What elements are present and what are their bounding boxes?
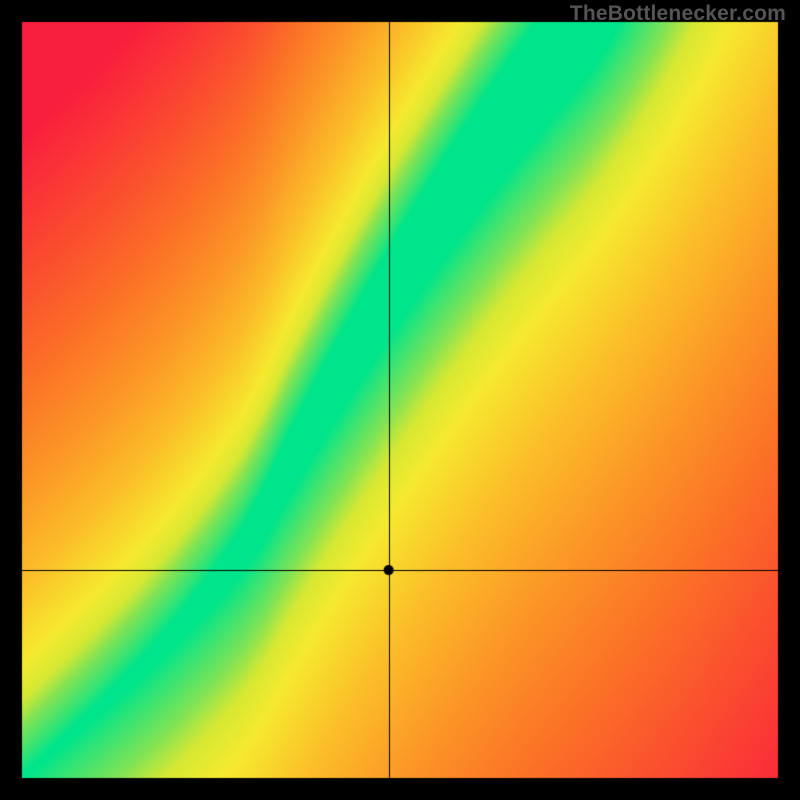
watermark-text: TheBottlenecker.com xyxy=(570,2,786,26)
chart-container: TheBottlenecker.com xyxy=(0,0,800,800)
heatmap-canvas xyxy=(0,0,800,800)
